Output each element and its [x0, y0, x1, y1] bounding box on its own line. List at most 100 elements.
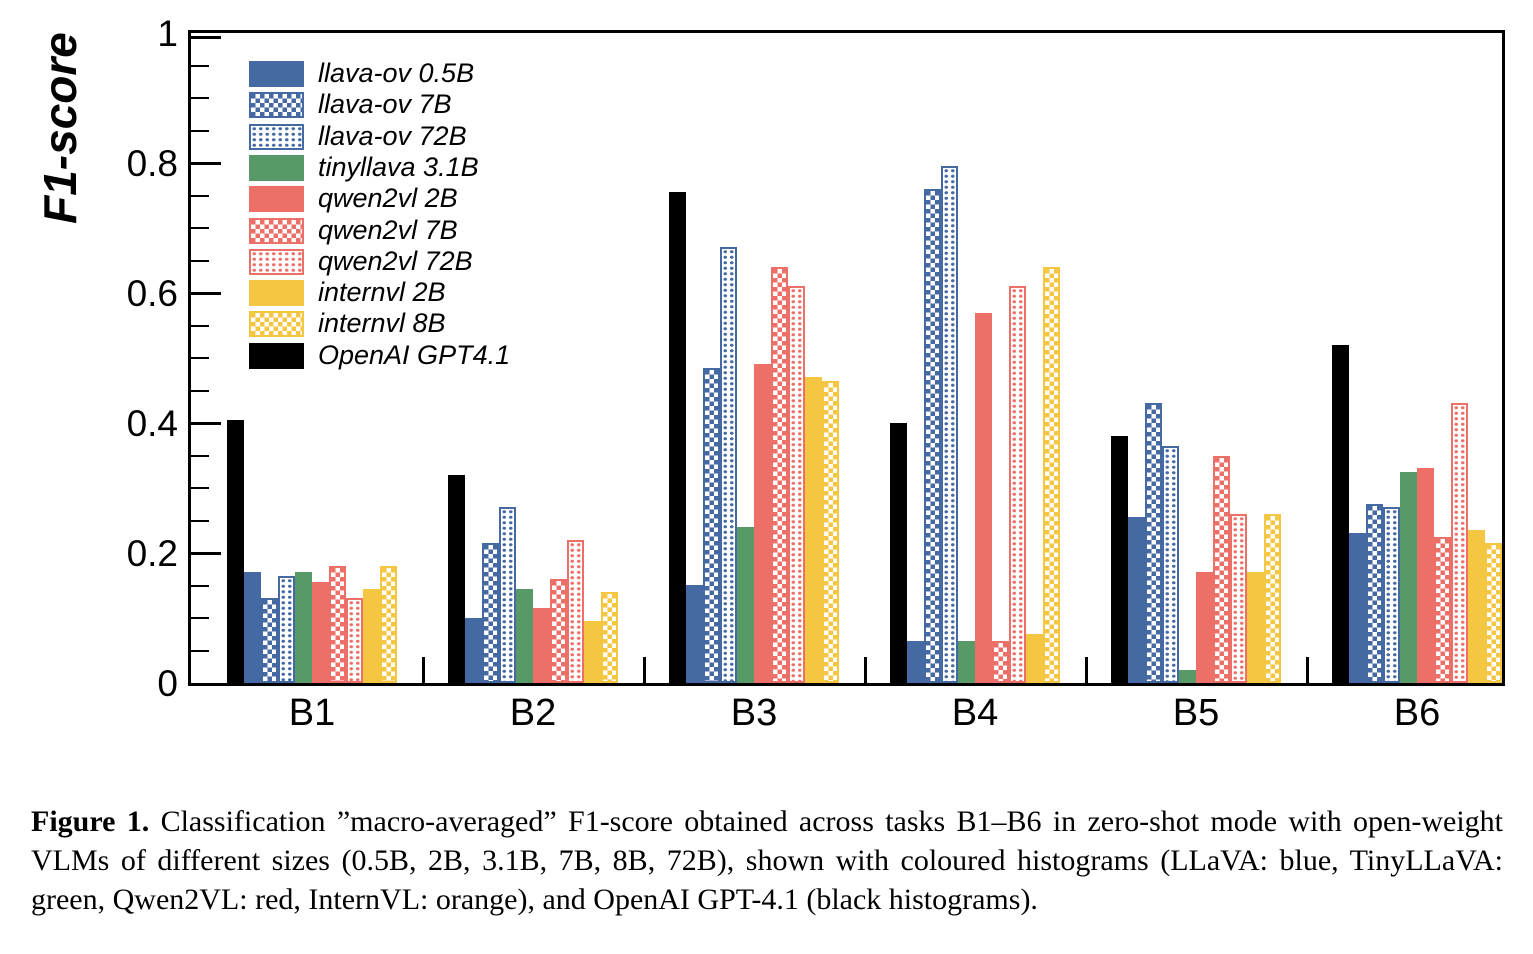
openai-gpt4-1-bar-b1	[227, 420, 244, 683]
y-tick-label-1: 1	[157, 13, 178, 54]
tinyllava-3-1b-bar-b4	[958, 641, 975, 683]
legend-item-qwen2vl-72b: qwen2vl 72B	[249, 248, 473, 275]
y-minor-tick	[191, 389, 209, 392]
bar-group-b4	[890, 33, 1060, 683]
legend-item-tinyllava-3-1b: tinyllava 3.1B	[249, 154, 479, 181]
llava-ov-0-5b-bar-b4	[907, 641, 924, 683]
y-major-tick-0.6	[191, 292, 221, 295]
y-minor-tick	[191, 259, 209, 262]
openai-gpt4-1-bar-b3	[669, 192, 686, 683]
qwen2vl-72b-bar-b5	[1230, 514, 1247, 683]
legend-label-openai-gpt4-1: OpenAI GPT4.1	[318, 340, 511, 370]
legend-swatch-llava-ov-0-5b	[249, 60, 304, 87]
y-tick-label-0.4: 0.4	[126, 403, 178, 444]
y-tick-label-0.2: 0.2	[126, 533, 178, 574]
llava-ov-7b-bar-b3	[703, 368, 720, 683]
y-minor-tick	[191, 97, 209, 99]
tinyllava-3-1b-bar-b6	[1400, 472, 1417, 683]
qwen2vl-7b-bar-b5	[1213, 456, 1230, 683]
qwen2vl-7b-bar-b1	[329, 566, 346, 683]
internvl-2b-bar-b6	[1468, 530, 1485, 683]
legend-swatch-openai-gpt4-1	[249, 342, 304, 369]
internvl-2b-bar-b3	[805, 377, 822, 683]
qwen2vl-7b-bar-b2	[550, 579, 567, 683]
qwen2vl-72b-bar-b2	[567, 540, 584, 683]
qwen2vl-2b-bar-b5	[1196, 572, 1213, 683]
x-boundary-tick	[1306, 657, 1309, 683]
llava-ov-72b-bar-b1	[278, 576, 295, 683]
qwen2vl-72b-bar-b4	[1009, 286, 1026, 683]
y-major-tick-0.8	[191, 162, 221, 165]
qwen2vl-7b-bar-b6	[1434, 537, 1451, 683]
llava-ov-72b-bar-b6	[1383, 507, 1400, 683]
openai-gpt4-1-bar-b2	[448, 475, 465, 683]
llava-ov-0-5b-bar-b1	[244, 572, 261, 683]
qwen2vl-72b-bar-b6	[1451, 403, 1468, 683]
qwen2vl-2b-bar-b2	[533, 608, 550, 683]
figure-caption-text: Classification ”macro-averaged” F1-score…	[31, 805, 1504, 916]
y-tick-label-0.6: 0.6	[126, 273, 178, 314]
legend-item-qwen2vl-7b: qwen2vl 7B	[249, 217, 458, 244]
llava-ov-7b-bar-b6	[1366, 504, 1383, 683]
x-boundary-tick	[1085, 657, 1088, 683]
internvl-2b-bar-b2	[584, 621, 601, 683]
openai-gpt4-1-bar-b5	[1111, 436, 1128, 683]
tinyllava-3-1b-bar-b3	[737, 527, 754, 683]
llava-ov-72b-bar-b4	[941, 166, 958, 683]
llava-ov-7b-bar-b4	[924, 189, 941, 683]
legend-swatch-internvl-8b	[249, 310, 304, 337]
x-tick-label-b4: B4	[951, 692, 999, 734]
openai-gpt4-1-bar-b6	[1332, 345, 1349, 683]
x-tick-label-b3: B3	[730, 692, 778, 734]
internvl-2b-bar-b1	[363, 589, 380, 683]
figure-caption-label: Figure 1.	[31, 805, 150, 838]
x-boundary-tick	[864, 657, 867, 683]
y-tick-label-0.8: 0.8	[126, 143, 178, 184]
legend-item-llava-ov-72b: llava-ov 72B	[249, 123, 467, 150]
legend-label-llava-ov-72b: llava-ov 72B	[318, 121, 467, 151]
tinyllava-3-1b-bar-b5	[1179, 670, 1196, 683]
llava-ov-0-5b-bar-b5	[1128, 517, 1145, 683]
internvl-8b-bar-b2	[601, 592, 618, 683]
legend-label-qwen2vl-7b: qwen2vl 7B	[318, 215, 458, 245]
legend-swatch-tinyllava-3-1b	[249, 154, 304, 181]
legend-swatch-llava-ov-72b	[249, 123, 304, 150]
figure-caption: Figure 1. Classification ”macro-averaged…	[31, 802, 1503, 919]
legend-label-internvl-2b: internvl 2B	[318, 277, 446, 307]
y-minor-tick	[191, 129, 209, 132]
tinyllava-3-1b-bar-b1	[295, 572, 312, 683]
llava-ov-7b-bar-b1	[261, 598, 278, 683]
qwen2vl-2b-bar-b3	[754, 364, 771, 683]
bar-group-b1	[227, 33, 397, 683]
y-minor-tick	[191, 227, 209, 229]
legend-label-llava-ov-0-5b: llava-ov 0.5B	[318, 58, 475, 88]
internvl-8b-bar-b5	[1264, 514, 1281, 683]
qwen2vl-2b-bar-b4	[975, 313, 992, 683]
legend-swatch-qwen2vl-2b	[249, 185, 304, 212]
legend-swatch-qwen2vl-7b	[249, 217, 304, 244]
legend-label-internvl-8b: internvl 8B	[318, 308, 446, 338]
x-boundary-tick	[643, 657, 646, 683]
qwen2vl-7b-bar-b3	[771, 267, 788, 683]
legend-label-tinyllava-3-1b: tinyllava 3.1B	[318, 152, 479, 182]
qwen2vl-2b-bar-b1	[312, 582, 329, 683]
y-major-tick-0.2	[191, 552, 221, 555]
qwen2vl-2b-bar-b6	[1417, 468, 1434, 683]
y-major-tick-1	[191, 36, 221, 39]
llava-ov-7b-bar-b2	[482, 543, 499, 683]
legend-item-llava-ov-7b: llava-ov 7B	[249, 91, 452, 118]
x-tick-label-b6: B6	[1393, 692, 1441, 734]
legend-label-qwen2vl-2b: qwen2vl 2B	[318, 183, 458, 213]
x-tick-label-b2: B2	[509, 692, 557, 734]
plot-area	[188, 30, 1505, 686]
y-tick-label-0: 0	[157, 663, 178, 704]
legend-item-llava-ov-0-5b: llava-ov 0.5B	[249, 60, 474, 87]
tinyllava-3-1b-bar-b2	[516, 589, 533, 683]
bar-group-b6	[1332, 33, 1502, 683]
internvl-8b-bar-b6	[1485, 543, 1502, 683]
y-minor-tick	[191, 454, 209, 457]
legend-item-internvl-2b: internvl 2B	[249, 279, 446, 306]
llava-ov-72b-bar-b3	[720, 247, 737, 683]
qwen2vl-72b-bar-b3	[788, 286, 805, 683]
